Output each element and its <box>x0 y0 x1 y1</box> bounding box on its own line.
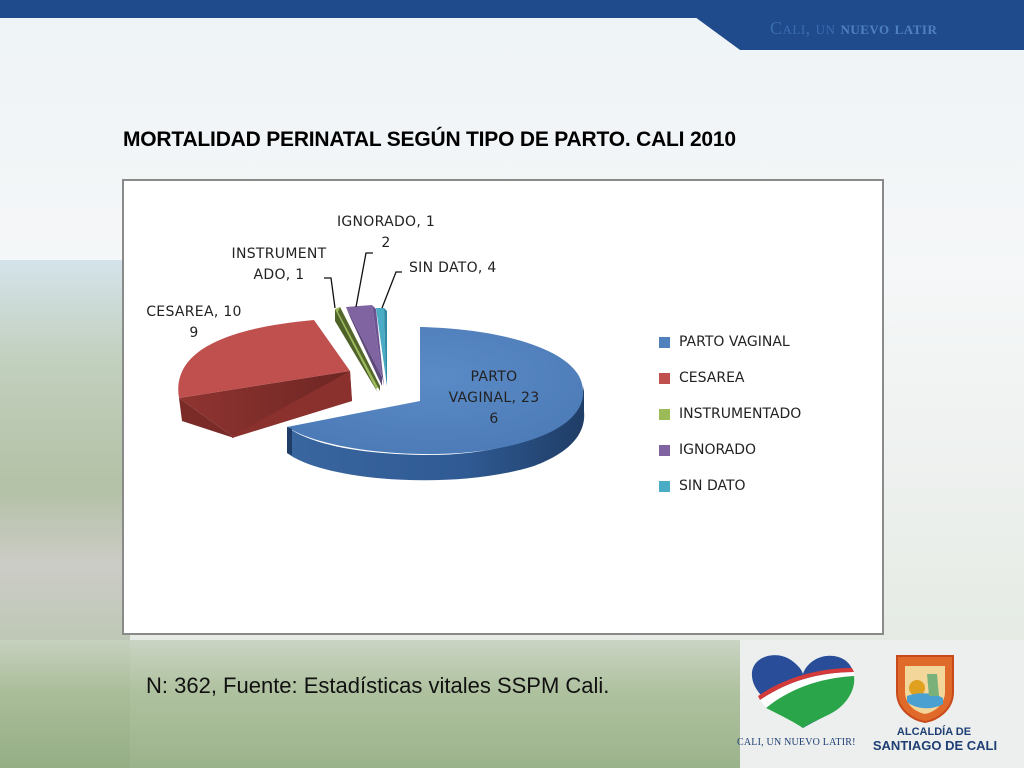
legend-swatch <box>659 480 670 492</box>
data-label-instrumentado: INSTRUMENT ADO, 1 <box>214 244 344 286</box>
label-line: IGNORADO, 1 <box>336 214 436 230</box>
heart-logo-icon <box>751 655 855 728</box>
pie-chart: IGNORADO, 1 2 INSTRUMENT ADO, 1 SIN DATO… <box>122 179 884 635</box>
label-line: 2 <box>381 235 391 251</box>
slide-title: MORTALIDAD PERINATAL SEGÚN TIPO DE PARTO… <box>123 128 736 151</box>
legend-label: IGNORADO <box>679 442 757 458</box>
legend-swatch <box>659 372 670 384</box>
label-line: SIN DATO, 4 <box>409 260 497 276</box>
chart-legend: PARTO VAGINAL CESAREA INSTRUMENTADO IGNO… <box>659 324 801 504</box>
alcaldia-line-1: ALCALDÍA DE <box>896 726 972 738</box>
footer-source-note: N: 362, Fuente: Estadísticas vitales SSP… <box>146 673 610 698</box>
label-line: 9 <box>189 325 199 341</box>
label-line: INSTRUMENT <box>231 246 327 262</box>
legend-item-ignorado: IGNORADO <box>659 432 801 468</box>
city-coat-of-arms-icon <box>896 655 954 724</box>
data-label-sin-dato: SIN DATO, 4 <box>409 258 539 279</box>
legend-item-parto-vaginal: PARTO VAGINAL <box>659 324 801 360</box>
background-trees-photo <box>0 640 740 768</box>
legend-item-instrumentado: INSTRUMENTADO <box>659 396 801 432</box>
label-line: PARTO <box>470 369 518 385</box>
legend-label: INSTRUMENTADO <box>679 406 802 422</box>
label-line: CESAREA, 10 <box>146 304 242 320</box>
slice-sin-dato <box>376 308 387 386</box>
slogan-part-1: Cali, un <box>770 18 841 38</box>
header-slogan: Cali, un nuevo latir <box>770 18 1010 42</box>
pie-chart-graphic <box>178 252 585 481</box>
data-label-parto-vaginal: PARTO VAGINAL, 23 6 <box>429 367 559 430</box>
label-line: ADO, 1 <box>253 267 305 283</box>
alcaldia-line-2: SANTIAGO DE CALI <box>872 738 998 753</box>
legend-swatch <box>659 336 670 348</box>
slice-instrumentado <box>335 307 380 393</box>
legend-label: CESAREA <box>679 370 745 386</box>
legend-item-cesarea: CESAREA <box>659 360 801 396</box>
heart-logo-caption: CALI, UN NUEVO LATIR! <box>737 737 856 748</box>
label-line: VAGINAL, 23 <box>448 390 540 406</box>
slice-cesarea <box>178 320 352 438</box>
legend-swatch <box>659 444 670 456</box>
slogan-part-2: nuevo latir <box>840 18 938 38</box>
data-label-ignorado: IGNORADO, 1 2 <box>316 212 456 254</box>
data-label-cesarea: CESAREA, 10 9 <box>126 302 262 344</box>
legend-swatch <box>659 408 670 420</box>
legend-item-sin-dato: SIN DATO <box>659 468 801 504</box>
slice-ignorado <box>346 305 384 386</box>
slice-parto-vaginal <box>287 327 585 481</box>
legend-label: SIN DATO <box>679 478 746 494</box>
leader-lines <box>324 252 402 309</box>
legend-label: PARTO VAGINAL <box>679 334 790 350</box>
label-line: 6 <box>489 411 499 427</box>
